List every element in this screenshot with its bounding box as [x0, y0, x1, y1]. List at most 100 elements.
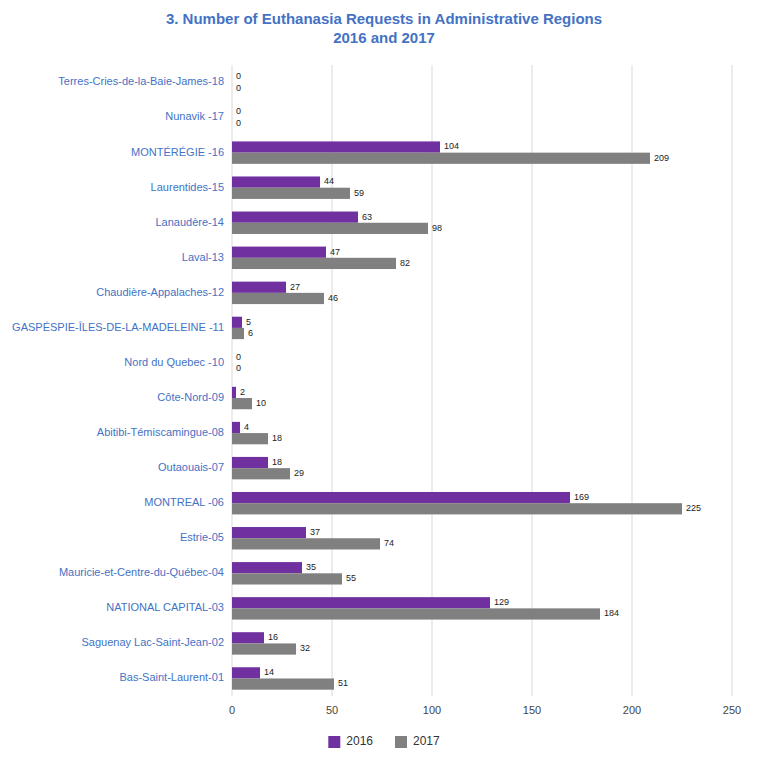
bar: [232, 363, 233, 374]
bar: [232, 387, 236, 398]
data-label: 209: [654, 153, 669, 163]
category-label: Terres-Cries-de-la-Baie-James-18: [58, 75, 224, 87]
data-label: 4: [244, 422, 249, 432]
x-tick-label: 250: [723, 704, 741, 716]
data-label: 98: [432, 223, 442, 233]
bar: [232, 188, 350, 199]
bar: [232, 212, 358, 223]
bar: [232, 468, 290, 479]
data-label: 35: [306, 562, 316, 572]
bar: [232, 678, 334, 689]
grid-line: [732, 65, 733, 696]
bar: [232, 141, 440, 152]
bar: [232, 176, 320, 187]
data-label: 55: [346, 573, 356, 583]
data-label: 46: [328, 293, 338, 303]
category-label: NATIONAL CAPITAL-03: [106, 601, 224, 613]
category-label: Laval-13: [182, 251, 224, 263]
data-label: 0: [236, 363, 241, 373]
category-label: Nord du Quebec -10: [124, 356, 224, 368]
data-label: 2: [240, 387, 245, 397]
category-label: Saguenay Lac-Saint-Jean-02: [82, 636, 224, 648]
data-label: 44: [324, 176, 334, 186]
bar: [232, 223, 428, 234]
legend-item: 2017: [395, 734, 440, 748]
bar: [232, 562, 302, 573]
data-label: 32: [300, 643, 310, 653]
bar: [232, 667, 260, 678]
legend-label: 2016: [346, 734, 373, 748]
data-label: 5: [246, 317, 251, 327]
bar: [232, 527, 306, 538]
data-label: 59: [354, 188, 364, 198]
x-tick-label: 50: [326, 704, 338, 716]
bar: [232, 422, 240, 433]
category-label: MONTREAL -06: [144, 496, 224, 508]
bar: [232, 457, 268, 468]
data-label: 0: [236, 118, 241, 128]
bar: [232, 643, 296, 654]
data-label: 169: [574, 492, 589, 502]
data-label: 82: [400, 258, 410, 268]
category-labels: Terres-Cries-de-la-Baie-James-18Nunavik …: [12, 75, 224, 683]
legend-item: 2016: [328, 734, 373, 748]
bars: [232, 141, 682, 689]
data-label: 6: [248, 328, 253, 338]
bar: [232, 317, 242, 328]
x-tick-label: 0: [229, 704, 235, 716]
data-label: 104: [444, 141, 459, 151]
data-label: 29: [294, 468, 304, 478]
data-label: 18: [272, 433, 282, 443]
bar: [232, 258, 396, 269]
bar: [232, 118, 233, 129]
category-label: Laurentides-15: [151, 181, 224, 193]
data-label: 0: [236, 106, 241, 116]
x-tick-label: 150: [523, 704, 541, 716]
bar: [232, 632, 264, 643]
bar: [232, 597, 490, 608]
data-label: 14: [264, 667, 274, 677]
data-label: 129: [494, 597, 509, 607]
category-label: Mauricie-et-Centre-du-Québec-04: [59, 566, 224, 578]
bar: [232, 71, 233, 82]
legend: 2016 2017: [328, 734, 440, 748]
x-tick-label: 100: [423, 704, 441, 716]
category-label: Côte-Nord-09: [157, 391, 224, 403]
category-label: Lanaudère-14: [155, 216, 224, 228]
bar: [232, 503, 682, 514]
category-label: Abitibi-Témiscamingue-08: [97, 426, 224, 438]
bar: [232, 433, 268, 444]
data-label: 63: [362, 212, 372, 222]
category-label: Estrie-05: [180, 531, 224, 543]
legend-swatch: [395, 736, 407, 748]
data-label: 16: [268, 632, 278, 642]
bar: [232, 398, 252, 409]
data-label: 74: [384, 538, 394, 548]
title: 3. Number of Euthanasia Requests in Admi…: [166, 10, 602, 46]
bar: [232, 106, 233, 117]
grid: [232, 65, 732, 696]
data-label: 18: [272, 457, 282, 467]
data-label: 27: [290, 282, 300, 292]
data-label: 0: [236, 352, 241, 362]
data-label: 37: [310, 527, 320, 537]
x-axis: 050100150200250: [229, 704, 741, 716]
bar: [232, 282, 286, 293]
data-labels: 0010444634727502418169373512916140020959…: [236, 71, 701, 688]
bar: [232, 608, 600, 619]
bar: [232, 573, 342, 584]
bar: [232, 247, 326, 258]
bar: [232, 328, 244, 339]
bar: [232, 293, 324, 304]
data-label: 51: [338, 678, 348, 688]
legend-label: 2017: [413, 734, 440, 748]
bar: [232, 492, 570, 503]
category-label: Chaudière-Appalaches-12: [96, 286, 224, 298]
bar: [232, 352, 233, 363]
data-label: 47: [330, 247, 340, 257]
data-label: 184: [604, 608, 619, 618]
bar: [232, 538, 380, 549]
chart: 3. Number of Euthanasia Requests in Admi…: [0, 0, 768, 768]
category-label: Outaouais-07: [158, 461, 224, 473]
data-label: 0: [236, 83, 241, 93]
